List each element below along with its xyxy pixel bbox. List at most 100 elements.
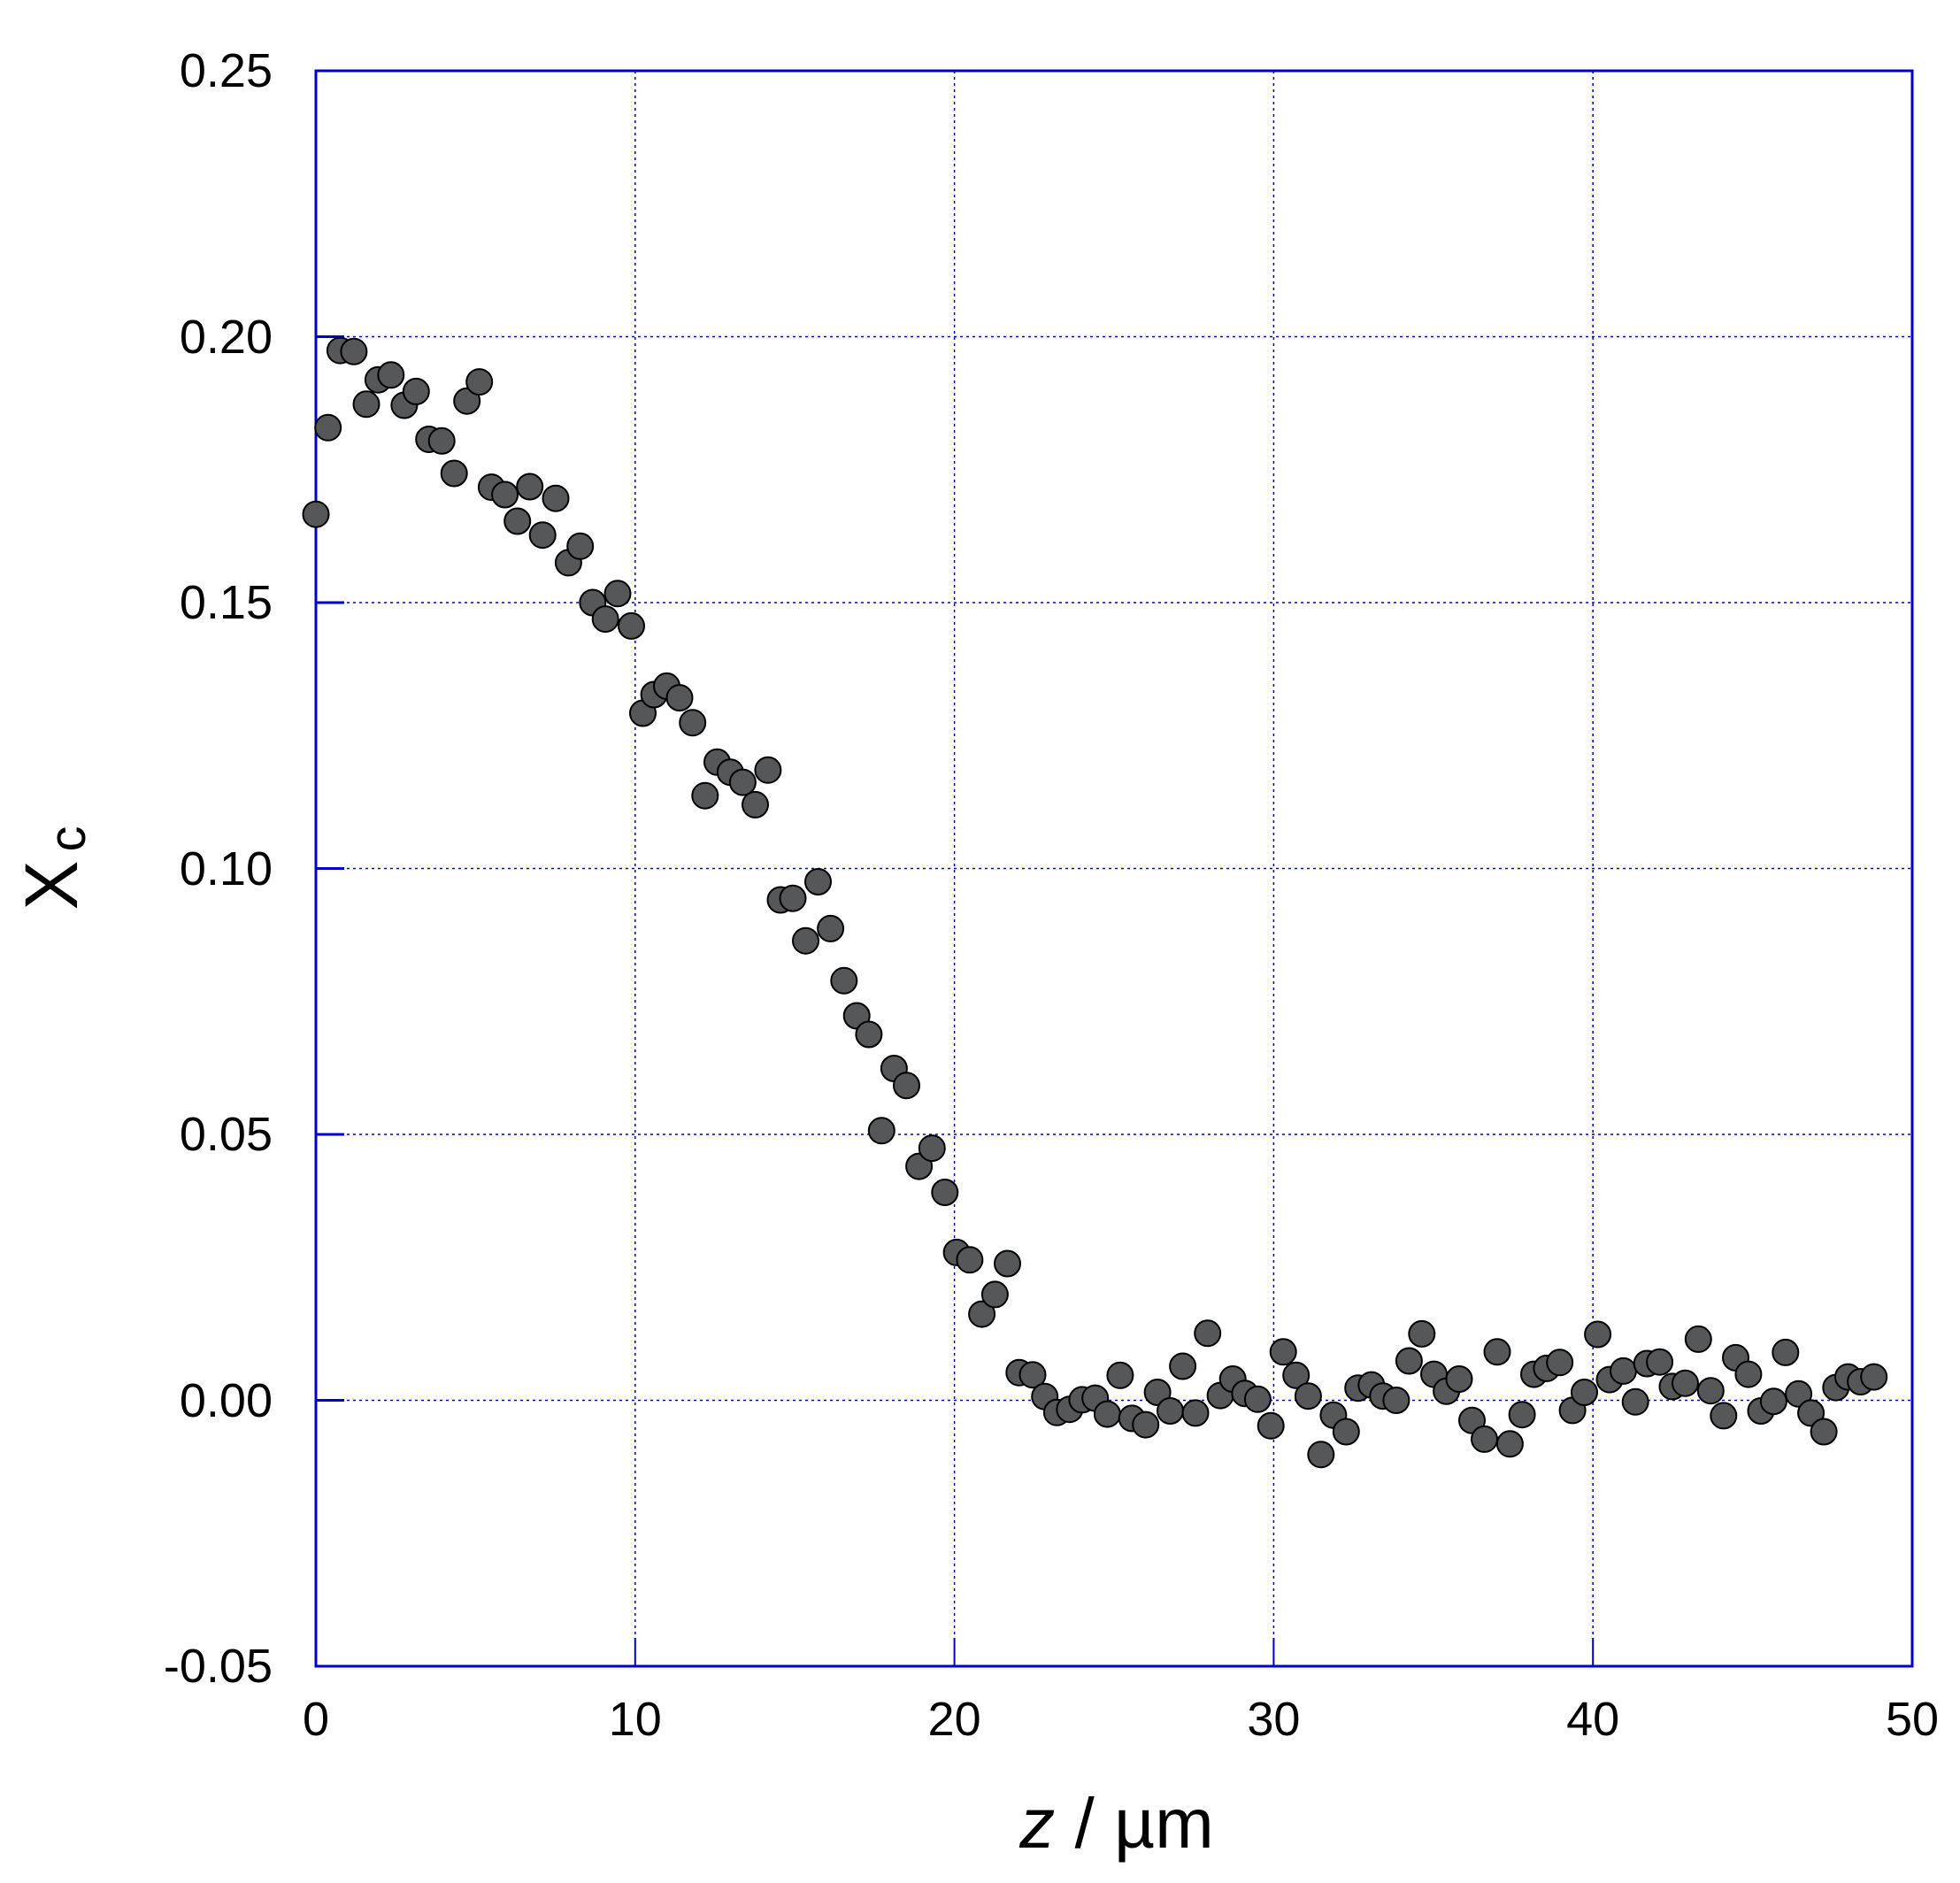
data-point-marker — [956, 1246, 984, 1274]
data-point-marker — [618, 611, 645, 640]
data-point-marker — [377, 361, 405, 389]
data-point-marker — [465, 368, 494, 396]
data-point-marker — [980, 1280, 1009, 1309]
data-point-marker — [1508, 1401, 1536, 1429]
data-point-marker — [1483, 1338, 1511, 1366]
x-tick-label: 40 — [1566, 1693, 1620, 1746]
data-point-marker — [665, 684, 694, 712]
data-point-marker — [754, 756, 782, 784]
data-point-marker — [855, 1020, 883, 1049]
data-point-marker — [427, 427, 456, 455]
y-tick-label: 0.05 — [179, 1108, 273, 1161]
y-tick-label: 0.00 — [179, 1373, 273, 1427]
data-point-marker — [1546, 1349, 1574, 1377]
data-point-marker — [453, 387, 481, 415]
data-point-marker — [1696, 1377, 1725, 1405]
y-tick-label: 0.25 — [179, 44, 273, 97]
y-tick-label: 0.20 — [179, 310, 273, 364]
x-tick-label: 10 — [608, 1693, 662, 1746]
data-points — [302, 336, 1888, 1469]
data-point-marker — [1672, 1369, 1699, 1397]
data-point-marker — [1571, 1379, 1598, 1406]
x-tick-label: 50 — [1885, 1693, 1940, 1746]
x-axis-label-variable: z — [1019, 1784, 1056, 1863]
data-point-marker — [503, 507, 532, 535]
data-point-marker — [1684, 1325, 1712, 1353]
data-point-marker — [792, 926, 819, 955]
y-axis-label-main: X — [10, 860, 94, 911]
grid-lines — [316, 71, 1912, 1666]
data-point-marker — [679, 709, 707, 737]
data-point-marker — [1471, 1425, 1498, 1453]
data-point-marker — [1243, 1385, 1272, 1413]
y-tick-label: 0.15 — [179, 576, 273, 629]
data-point-marker — [1307, 1441, 1335, 1469]
data-point-marker — [1810, 1418, 1838, 1446]
data-point-marker — [542, 484, 570, 512]
data-point-marker — [817, 914, 845, 942]
y-axis-label: Xc — [9, 826, 97, 910]
data-point-marker — [728, 768, 757, 796]
data-point-marker — [994, 1249, 1021, 1278]
data-point-marker — [491, 480, 519, 509]
data-point-marker — [931, 1179, 959, 1206]
data-point-marker — [340, 337, 368, 365]
data-point-marker — [691, 781, 719, 810]
data-point-marker — [440, 459, 468, 488]
data-point-marker — [918, 1134, 946, 1163]
data-point-marker — [1408, 1319, 1436, 1348]
data-point-marker — [1106, 1361, 1134, 1389]
data-point-marker — [1621, 1387, 1649, 1416]
data-point-marker — [1797, 1399, 1825, 1427]
data-point-marker — [1772, 1338, 1800, 1366]
data-point-marker — [1018, 1361, 1047, 1389]
data-point-marker — [314, 413, 342, 442]
y-tick-label: 0.10 — [179, 842, 273, 895]
data-point-marker — [804, 868, 832, 895]
data-point-marker — [1093, 1400, 1121, 1428]
data-point-marker — [352, 390, 380, 419]
data-point-marker — [1445, 1365, 1473, 1393]
axis-ticks — [316, 335, 1595, 1666]
data-point-marker — [830, 966, 858, 995]
data-point-marker — [1584, 1320, 1612, 1349]
data-point-marker — [1157, 1397, 1184, 1425]
data-point-marker — [1282, 1361, 1311, 1389]
data-point-marker — [893, 1072, 920, 1100]
data-point-marker — [742, 790, 769, 819]
data-point-marker — [867, 1117, 895, 1145]
data-point-marker — [1332, 1418, 1360, 1446]
data-point-marker — [591, 605, 619, 634]
data-point-marker — [516, 473, 544, 501]
data-point-marker — [1382, 1387, 1410, 1414]
data-point-marker — [1785, 1380, 1813, 1408]
x-tick-label: 0 — [302, 1693, 330, 1746]
x-axis-label: z / µm — [1019, 1783, 1213, 1864]
data-point-marker — [603, 580, 632, 608]
data-point-marker — [1646, 1348, 1674, 1376]
data-point-marker — [1132, 1410, 1160, 1439]
data-point-marker — [1194, 1319, 1222, 1348]
data-point-marker — [1759, 1387, 1787, 1416]
y-tick-label: -0.05 — [163, 1640, 273, 1693]
data-point-marker — [1181, 1399, 1210, 1427]
data-point-marker — [1610, 1357, 1637, 1385]
x-tick-label: 30 — [1247, 1693, 1301, 1746]
data-point-marker — [528, 521, 557, 550]
data-point-marker — [566, 532, 595, 560]
data-point-marker — [302, 500, 330, 528]
data-point-marker — [1495, 1430, 1524, 1458]
data-point-marker — [1395, 1347, 1423, 1375]
data-point-marker — [1710, 1402, 1738, 1430]
data-point-marker — [968, 1300, 996, 1328]
data-point-marker — [402, 377, 430, 405]
data-point-marker — [1294, 1382, 1322, 1410]
data-point-marker — [1257, 1411, 1285, 1440]
data-point-marker — [1860, 1363, 1888, 1391]
data-point-marker — [1269, 1338, 1297, 1366]
data-point-marker — [779, 884, 807, 912]
x-axis-label-unit: / µm — [1055, 1784, 1214, 1863]
y-axis-label-subscript: c — [38, 826, 96, 852]
data-point-marker — [1169, 1352, 1197, 1380]
